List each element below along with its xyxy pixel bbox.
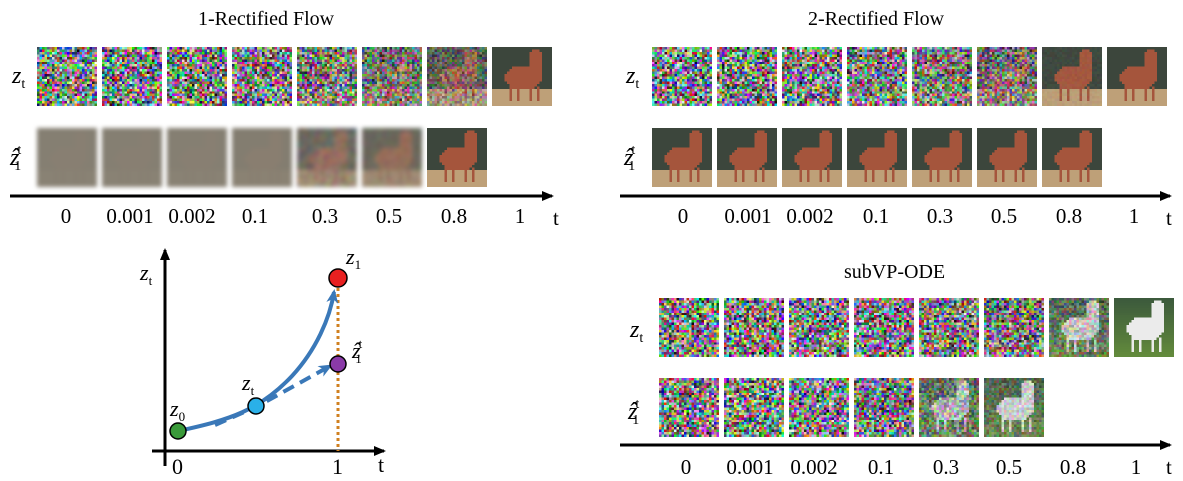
- panel-title-subvp: subVP-ODE: [844, 261, 946, 283]
- tick-rf2-5: 0.5: [990, 204, 1018, 228]
- frame-bottom-rf1-5: [362, 128, 422, 187]
- tick-subvp-6: 0.8: [1059, 455, 1087, 479]
- tick-rf1-7: 1: [514, 204, 526, 228]
- row-label-zt-rf1: zt: [12, 63, 26, 92]
- tick-subvp-0: 0: [680, 455, 692, 479]
- frame-top-rf1-1: [102, 47, 162, 106]
- plot-x-label: t: [378, 452, 385, 477]
- frame-bottom-rf1-0: [37, 128, 97, 187]
- label-zt: zt: [242, 370, 255, 398]
- row-label-zt-rf2: zt: [626, 63, 640, 92]
- tick-subvp-7: 1: [1130, 455, 1142, 479]
- frame-top-rf2-3: [847, 47, 907, 106]
- frame-top-subvp-2: [789, 298, 849, 357]
- frame-bottom-rf2-6: [1042, 128, 1102, 187]
- frame-top-subvp-0: [659, 298, 719, 357]
- row-label-z1hat-rf1: ẑt1: [10, 143, 22, 174]
- tick-subvp-3: 0.1: [867, 455, 895, 479]
- frame-top-rf2-0: [652, 47, 712, 106]
- tick-rf2-7: 1: [1128, 204, 1140, 228]
- frame-bottom-rf2-4: [912, 128, 972, 187]
- frame-bottom-rf2-0: [652, 128, 712, 187]
- frame-bottom-subvp-4: [919, 378, 979, 437]
- row-label-z1hat-subvp: ẑt1: [628, 397, 640, 428]
- tick-subvp-1: 0.001: [726, 455, 774, 479]
- frame-top-rf2-1: [717, 47, 777, 106]
- frame-top-subvp-7: [1114, 298, 1174, 357]
- axis-var-rf1: t: [553, 206, 559, 230]
- tick-rf2-4: 0.3: [926, 204, 954, 228]
- frame-top-rf2-7: [1107, 47, 1167, 106]
- plot-y-label: zt: [140, 260, 153, 288]
- plot-x-tick-0: 0: [172, 454, 183, 479]
- frame-top-subvp-4: [919, 298, 979, 357]
- frame-bottom-rf2-2: [782, 128, 842, 187]
- frame-bottom-subvp-1: [724, 378, 784, 437]
- tick-rf2-2: 0.002: [786, 204, 834, 228]
- point-z1: [328, 268, 348, 288]
- frame-top-rf1-6: [427, 47, 487, 106]
- frame-top-subvp-5: [984, 298, 1044, 357]
- tick-rf1-5: 0.5: [375, 204, 403, 228]
- frame-top-rf1-4: [297, 47, 357, 106]
- label-z1hat: ẑt1: [352, 336, 363, 366]
- frame-bottom-rf2-5: [977, 128, 1037, 187]
- tick-rf1-3: 0.1: [241, 204, 269, 228]
- frame-bottom-rf1-6: [427, 128, 487, 187]
- tick-rf2-0: 0: [677, 204, 689, 228]
- tick-rf1-0: 0: [60, 204, 72, 228]
- tick-rf1-2: 0.002: [168, 204, 216, 228]
- frame-bottom-rf1-1: [102, 128, 162, 187]
- label-z1: z1: [346, 244, 362, 272]
- plot-x-tick-1: 1: [332, 454, 343, 479]
- tick-subvp-5: 0.5: [995, 455, 1023, 479]
- flow-curve: [177, 289, 339, 433]
- point-zt: [247, 397, 265, 415]
- frame-bottom-subvp-0: [659, 378, 719, 437]
- tick-rf1-4: 0.3: [311, 204, 339, 228]
- frame-bottom-rf2-1: [717, 128, 777, 187]
- tick-rf1-1: 0.001: [106, 204, 154, 228]
- label-z0: z0: [170, 396, 186, 424]
- frame-top-rf2-5: [977, 47, 1037, 106]
- frame-top-rf2-4: [912, 47, 972, 106]
- point-z1hat: [329, 355, 347, 373]
- frame-bottom-rf1-2: [167, 128, 227, 187]
- axis-var-subvp: t: [1166, 455, 1172, 479]
- frame-top-rf1-5: [362, 47, 422, 106]
- row-label-z1hat-rf2: ẑt1: [624, 143, 636, 174]
- frame-top-subvp-1: [724, 298, 784, 357]
- tick-subvp-4: 0.3: [932, 455, 960, 479]
- frame-bottom-subvp-3: [854, 378, 914, 437]
- frame-top-rf1-0: [37, 47, 97, 106]
- tick-rf1-6: 0.8: [440, 204, 468, 228]
- frame-top-rf1-7: [492, 47, 552, 106]
- frame-bottom-subvp-5: [984, 378, 1044, 437]
- point-z0: [169, 422, 187, 440]
- panel-title-rf1: 1-Rectified Flow: [198, 8, 335, 30]
- frame-top-subvp-3: [854, 298, 914, 357]
- row-label-zt-subvp: zt: [630, 317, 644, 346]
- frame-bottom-rf1-4: [297, 128, 357, 187]
- frame-bottom-rf1-3: [232, 128, 292, 187]
- frame-top-rf1-2: [167, 47, 227, 106]
- frame-top-rf2-6: [1042, 47, 1102, 106]
- tick-subvp-2: 0.002: [790, 455, 838, 479]
- frame-bottom-rf2-3: [847, 128, 907, 187]
- tick-rf2-6: 0.8: [1055, 204, 1083, 228]
- tick-rf2-1: 0.001: [724, 204, 772, 228]
- frame-bottom-subvp-2: [789, 378, 849, 437]
- axis-var-rf2: t: [1166, 206, 1172, 230]
- panel-title-rf2: 2-Rectified Flow: [808, 8, 945, 30]
- frame-top-rf2-2: [782, 47, 842, 106]
- frame-top-rf1-3: [232, 47, 292, 106]
- tick-rf2-3: 0.1: [862, 204, 890, 228]
- frame-top-subvp-6: [1049, 298, 1109, 357]
